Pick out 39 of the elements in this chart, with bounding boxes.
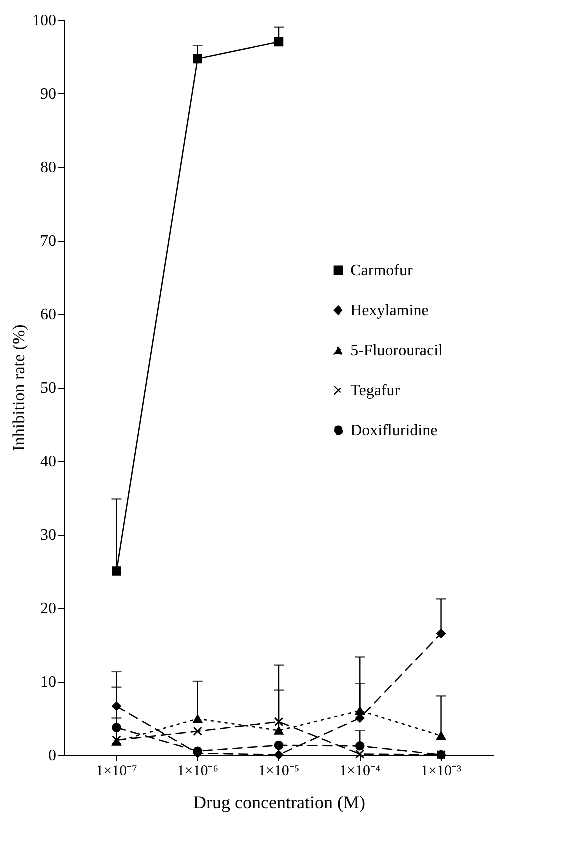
y-tick-label: 30 <box>40 527 56 544</box>
point <box>112 723 122 732</box>
legend-label: 5-Fluorouracil <box>350 342 444 360</box>
x-tick-label: 1×10⁻⁷ <box>96 764 138 780</box>
y-tick-label: 90 <box>40 86 56 103</box>
x-axis-title: Drug concentration (M) <box>194 792 366 812</box>
point <box>112 566 122 576</box>
legend-label: Hexylamine <box>350 302 429 320</box>
y-tick-label: 20 <box>40 600 56 618</box>
point <box>356 706 365 716</box>
point <box>274 726 284 735</box>
point <box>274 740 284 750</box>
point <box>356 750 365 759</box>
y-tick-label: 10 <box>40 674 56 691</box>
y-tick-label: 70 <box>40 233 56 250</box>
point <box>274 750 284 760</box>
point <box>112 702 122 712</box>
point <box>193 714 202 724</box>
y-tick-label: 50 <box>40 380 56 397</box>
point <box>356 742 365 751</box>
y-tick-label: 0 <box>48 748 56 764</box>
x-tick-label: 1×10⁻⁴ <box>340 764 381 780</box>
y-tick-label: 40 <box>40 454 56 470</box>
legend-label: Doxifluridine <box>350 422 438 440</box>
y-tick-label: 80 <box>40 160 56 176</box>
y-tick-label: 100 <box>32 12 56 30</box>
x-tick-label: 1×10⁻⁶ <box>177 764 218 780</box>
point <box>274 717 284 727</box>
point <box>193 726 202 736</box>
x-tick-label: 1×10⁻⁵ <box>258 764 300 780</box>
x-tick-label: 1×10⁻³ <box>421 764 462 780</box>
point <box>274 37 284 47</box>
y-axis-title: Inhibition rate (%) <box>10 324 28 452</box>
legend-label: Carmofur <box>350 262 414 280</box>
point <box>193 54 202 64</box>
point <box>436 629 446 638</box>
point <box>436 732 446 740</box>
y-tick-label: 60 <box>40 306 56 324</box>
legend-label: Tegafur <box>350 382 401 400</box>
